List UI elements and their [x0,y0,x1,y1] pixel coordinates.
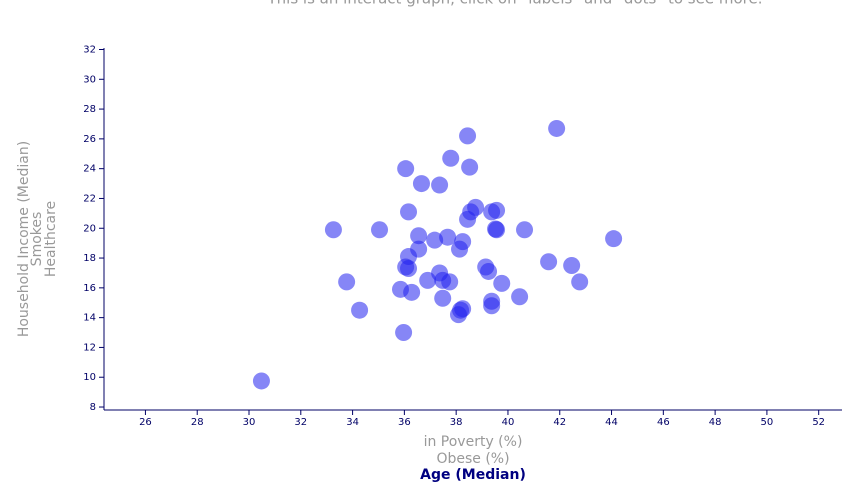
y-tick-label: 14 [83,313,96,324]
y-axis-label[interactable]: Smokes [29,212,45,267]
dot[interactable] [410,227,428,245]
dot[interactable] [431,176,449,194]
dot[interactable] [493,274,511,292]
dot[interactable] [403,283,421,301]
dot[interactable] [338,273,356,291]
y-tick-label: 20 [83,223,96,234]
dot[interactable] [516,221,534,239]
dot[interactable] [459,127,477,145]
dot[interactable] [540,253,558,271]
y-axis-label[interactable]: Household Income (Median) [16,141,32,337]
x-tick-label: 46 [657,417,670,428]
dot[interactable] [400,259,418,277]
subtitle: This is an interact graph, click on "lab… [267,0,763,8]
y-tick-label: 12 [83,342,96,353]
dot[interactable] [441,273,459,291]
y-tick-label: 16 [83,283,96,294]
y-tick-label: 26 [83,134,96,145]
x-tick-label: 44 [605,417,618,428]
dot[interactable] [511,288,529,306]
x-tick-label: 28 [191,417,204,428]
x-tick-label: 40 [502,417,515,428]
dot[interactable] [454,233,472,251]
x-tick-label: 52 [812,417,825,428]
dot[interactable] [605,230,623,248]
y-axis-label[interactable]: Healthcare [43,201,59,277]
dot[interactable] [395,324,413,342]
x-tick-label: 32 [294,417,307,428]
x-axis-label[interactable]: Age (Median) [420,467,526,483]
dot[interactable] [483,297,501,315]
y-tick-label: 32 [83,44,96,55]
dot[interactable] [426,231,444,249]
x-axis-label[interactable]: Obese (%) [436,451,509,467]
dot[interactable] [439,228,457,246]
dot[interactable] [351,301,369,319]
x-tick-label: 30 [243,417,256,428]
dot[interactable] [571,273,589,291]
y-tick-label: 18 [83,253,96,264]
x-tick-label: 50 [761,417,774,428]
dot[interactable] [442,149,460,167]
dot[interactable] [371,221,389,239]
dot[interactable] [252,372,270,390]
x-tick-label: 38 [450,417,463,428]
y-tick-label: 24 [83,164,96,175]
y-tick-label: 30 [83,74,96,85]
dot[interactable] [434,289,452,307]
y-tick-label: 10 [83,372,96,383]
y-tick-label: 28 [83,104,96,115]
dot[interactable] [461,158,479,176]
x-tick-label: 36 [398,417,411,428]
dot[interactable] [454,300,472,318]
x-tick-label: 34 [346,417,359,428]
x-tick-label: 48 [709,417,722,428]
dot[interactable] [467,198,485,216]
dot[interactable] [548,119,566,137]
dot[interactable] [410,240,428,258]
x-axis-label[interactable]: in Poverty (%) [424,434,523,450]
y-tick-label: 8 [90,402,96,413]
dot[interactable] [488,201,506,219]
dot[interactable] [487,220,505,238]
dot[interactable] [563,256,581,274]
y-tick-label: 22 [83,193,96,204]
dot[interactable] [480,262,498,280]
dot[interactable] [400,203,418,221]
x-tick-label: 26 [139,417,152,428]
x-tick-label: 42 [553,417,566,428]
dot[interactable] [324,221,342,239]
dot[interactable] [412,175,430,193]
dot[interactable] [397,160,415,178]
